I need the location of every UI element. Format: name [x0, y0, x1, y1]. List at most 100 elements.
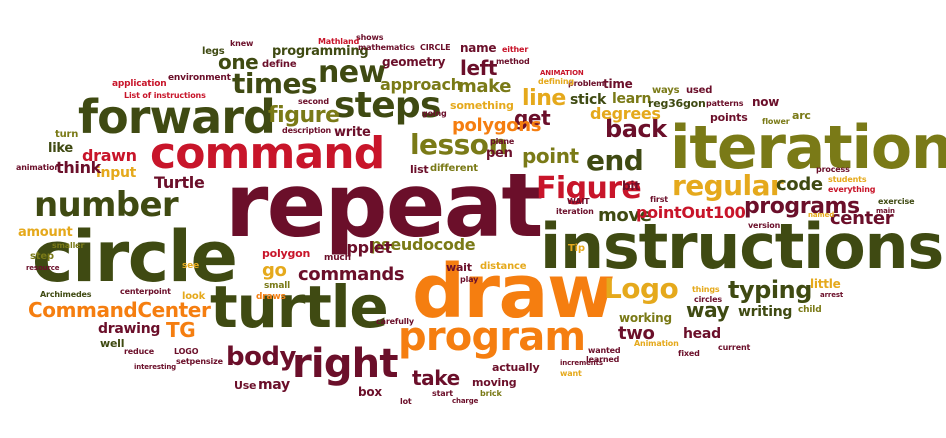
word-box: box — [358, 385, 382, 399]
word-body: body — [226, 342, 296, 372]
word-polygons: polygons — [452, 115, 542, 136]
word-stick: stick — [570, 92, 607, 108]
word-ANIMATION: ANIMATION — [540, 69, 584, 77]
word-circle: circle — [32, 216, 238, 298]
word-left: left — [460, 56, 498, 80]
word-problem: problem — [568, 79, 605, 88]
word-either: either — [502, 45, 529, 54]
word-first: first — [650, 195, 668, 204]
word-go: go — [262, 260, 287, 281]
word-draw: draw — [412, 249, 615, 335]
word-Use: Use — [234, 379, 257, 392]
word-TG: TG — [166, 318, 196, 342]
word-point: point — [522, 144, 579, 168]
word-application: application — [112, 79, 167, 89]
word-geometry: geometry — [382, 55, 446, 69]
word-points: points — [710, 111, 748, 124]
word-used: used — [686, 85, 713, 96]
word-something: something — [450, 99, 514, 112]
word-regular: regular — [672, 169, 784, 202]
word-steps: steps — [334, 85, 441, 126]
word-times: times — [232, 67, 318, 100]
word-turtle: turtle — [210, 273, 389, 341]
word-List-of-instructions: List of instructions — [124, 91, 206, 100]
word-LOGO: LOGO — [174, 347, 199, 356]
word-approach: approach — [380, 75, 462, 94]
word-arc: arc — [792, 109, 811, 122]
word-define: define — [262, 59, 297, 70]
word-ways: ways — [652, 85, 680, 96]
word-see: see — [182, 261, 200, 271]
word-students: students — [828, 175, 867, 184]
word-fixed: fixed — [678, 349, 700, 358]
word-version: version — [748, 221, 781, 230]
word-Archimedes: Archimedes — [40, 290, 92, 299]
word-circles: circles — [694, 295, 722, 304]
word-child: child — [798, 305, 822, 315]
word-second: second — [298, 97, 329, 106]
word-turn: turn — [55, 129, 79, 140]
word-current: current — [718, 343, 751, 352]
word-carefully: carefully — [376, 317, 414, 326]
word-process: process — [816, 165, 850, 174]
word-programming: programming — [272, 44, 369, 59]
word-now: now — [752, 95, 780, 109]
word-plane: plane — [490, 137, 515, 146]
word-distance: distance — [480, 261, 527, 272]
word-environment: environment — [168, 73, 231, 83]
word-working: working — [619, 311, 672, 325]
word-degrees: degrees — [590, 104, 661, 123]
word-reg36gon: reg36gon — [648, 97, 706, 110]
word-may: may — [258, 377, 290, 393]
word-Animation: Animation — [634, 339, 679, 348]
word-learn: learn — [612, 91, 652, 107]
word-Tip: Tip — [568, 243, 585, 254]
word-legs: legs — [202, 46, 225, 57]
word-figure: figure — [268, 103, 340, 128]
word-wanted: wanted — [588, 346, 621, 355]
word-mathematics: mathematics — [358, 43, 415, 52]
word-line: line — [522, 86, 566, 111]
word-description: description — [282, 126, 332, 135]
word-Figure: Figure — [536, 171, 642, 206]
word-writing: writing — [738, 304, 793, 320]
word-animation: animation — [16, 163, 60, 172]
word-code: code — [776, 174, 823, 195]
word-typing: typing — [728, 276, 812, 304]
word-program: program — [398, 314, 586, 360]
word-learned: learned — [586, 355, 620, 364]
word-shows: shows — [356, 33, 384, 42]
word-take: take — [412, 366, 460, 390]
word-start: start — [432, 389, 453, 398]
word-increments: increments — [560, 359, 603, 367]
word-much: much — [324, 253, 351, 263]
word-two: two — [618, 323, 655, 344]
word-drawing: drawing — [98, 321, 161, 337]
word-small: small — [264, 281, 291, 291]
word-different: different — [430, 163, 478, 174]
word-head: head — [683, 326, 721, 342]
word-Logo: Logo — [604, 272, 679, 305]
word-CIRCLE: CIRCLE — [420, 43, 451, 52]
word-everything: everything — [828, 185, 876, 194]
word-interesting: interesting — [134, 363, 177, 371]
word-WAIT: WAIT — [567, 197, 590, 206]
word-patterns: patterns — [706, 99, 744, 108]
word-iteration: iteration — [670, 113, 946, 183]
word-name: name — [460, 41, 497, 55]
word-Turtle: Turtle — [154, 173, 205, 192]
word-end: end — [586, 144, 644, 177]
word-time: time — [603, 77, 633, 91]
word-pointOut100: pointOut100 — [636, 203, 746, 222]
word-back: back — [605, 115, 667, 143]
word-one: one — [218, 50, 259, 74]
word-well: well — [100, 337, 125, 350]
word-main: main — [876, 207, 895, 215]
word-named: named — [808, 211, 835, 219]
word-make: make — [458, 76, 512, 97]
word-lot: lot — [400, 397, 412, 406]
word-like: like — [48, 141, 73, 156]
word-want: want — [560, 369, 582, 378]
word-draws: draws — [256, 292, 286, 302]
